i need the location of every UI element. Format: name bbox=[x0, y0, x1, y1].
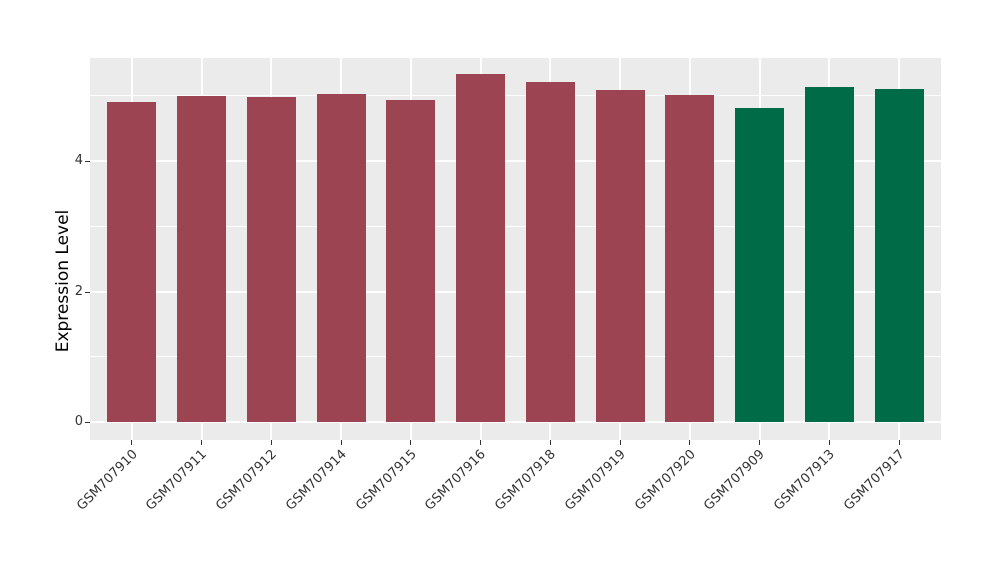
x-tick-mark bbox=[201, 440, 203, 445]
bar-GSM707912 bbox=[246, 96, 296, 423]
bar-GSM707920 bbox=[665, 95, 715, 423]
gridline-horizontal-major bbox=[90, 290, 941, 293]
x-tick-mark bbox=[340, 440, 342, 445]
gridline-horizontal-minor bbox=[90, 356, 941, 358]
bar-GSM707916 bbox=[456, 74, 506, 423]
y-tick-label: 2 bbox=[74, 283, 83, 299]
x-tick-mark bbox=[759, 440, 761, 445]
x-tick-mark bbox=[828, 440, 830, 445]
y-tick-label: 0 bbox=[74, 414, 83, 430]
bar-GSM707911 bbox=[177, 95, 226, 423]
x-tick-label: GSM707915 bbox=[352, 447, 420, 514]
bar-GSM707919 bbox=[595, 90, 645, 423]
bar-GSM707910 bbox=[107, 101, 157, 423]
x-tick-label: GSM707911 bbox=[143, 447, 211, 514]
x-tick-mark bbox=[131, 440, 133, 445]
x-tick-mark bbox=[689, 440, 691, 445]
gridline-horizontal-major bbox=[90, 159, 941, 162]
x-tick-mark bbox=[898, 440, 900, 445]
x-tick-label: GSM707917 bbox=[841, 447, 908, 514]
gridline-horizontal-minor bbox=[90, 225, 941, 227]
bar-GSM707909 bbox=[735, 108, 785, 423]
x-tick-label: GSM707914 bbox=[283, 447, 350, 514]
x-tick-label: GSM707920 bbox=[631, 447, 699, 514]
x-tick-label: GSM707909 bbox=[701, 447, 769, 514]
x-tick-label: GSM707910 bbox=[73, 447, 141, 514]
y-tick-mark bbox=[85, 422, 90, 424]
x-tick-label: GSM707913 bbox=[771, 447, 838, 514]
x-tick-mark bbox=[410, 440, 412, 445]
x-tick-label: GSM707916 bbox=[422, 447, 490, 514]
gridline-horizontal-minor bbox=[90, 94, 941, 96]
x-tick-mark bbox=[480, 440, 482, 445]
x-tick-mark bbox=[270, 440, 272, 445]
bar-GSM707917 bbox=[874, 88, 924, 423]
x-tick-mark bbox=[619, 440, 621, 445]
bar-GSM707913 bbox=[804, 87, 854, 423]
y-tick-label: 4 bbox=[74, 152, 83, 168]
plot-panel bbox=[90, 58, 941, 440]
x-tick-label: GSM707912 bbox=[213, 447, 280, 514]
y-axis-title: Expression Level bbox=[53, 209, 73, 353]
y-tick-mark bbox=[85, 160, 90, 162]
bar-GSM707914 bbox=[316, 93, 366, 423]
x-tick-label: GSM707919 bbox=[562, 447, 629, 514]
bar-GSM707918 bbox=[525, 81, 575, 423]
y-tick-mark bbox=[85, 291, 90, 293]
x-tick-label: GSM707918 bbox=[492, 447, 559, 514]
gridline-horizontal-major bbox=[90, 421, 941, 424]
bar-GSM707915 bbox=[386, 99, 436, 423]
x-tick-mark bbox=[549, 440, 551, 445]
